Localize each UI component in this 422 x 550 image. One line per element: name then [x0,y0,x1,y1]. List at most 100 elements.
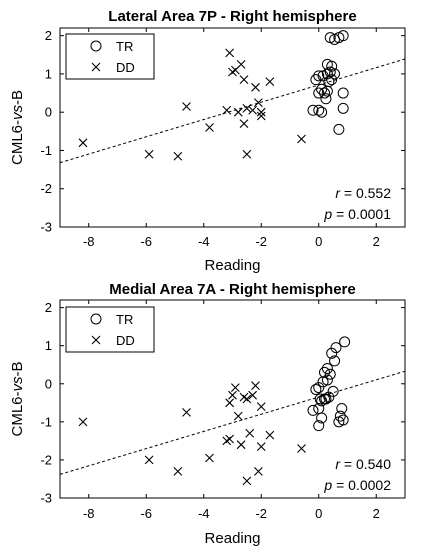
data-point-tr [321,363,333,375]
data-point-tr [313,104,325,116]
data-point-dd [228,67,237,77]
x-tick-label: 0 [315,506,322,521]
data-point-dd [245,428,255,438]
legend-label: DD [116,60,135,75]
data-point-dd [248,390,258,400]
data-point-dd [225,398,235,408]
data-point-tr [313,87,325,99]
data-point-dd [230,383,240,392]
y-axis-label: CML6-vs-B [9,361,26,436]
data-point-dd [228,390,237,400]
plot-frame [59,27,406,228]
data-point-dd [265,430,275,440]
y-tick-label: 0 [45,376,52,391]
data-point-tr [339,336,351,348]
x-tick-label: 2 [373,506,380,521]
data-point-dd [78,417,88,427]
data-point-tr [326,74,338,86]
plot-frame [59,299,406,499]
y-axis-label-part: CML6- [9,391,26,436]
x-tick-label: -4 [198,234,210,249]
legend-marker-x [91,62,101,72]
data-point-dd [242,103,252,113]
data-point-dd [205,453,214,463]
data-point-tr [337,30,349,42]
data-point-dd [225,48,235,58]
legend-marker-circle [90,40,102,52]
data-point-dd [233,411,243,421]
data-point-dd [256,107,266,117]
x-tick-label: -6 [140,506,152,521]
data-point-dd [173,466,183,476]
legend-label: TR [116,312,133,327]
x-tick-label: -8 [83,234,95,249]
stat-p: p = 0.0002 [323,477,391,493]
data-point-dd [248,105,258,115]
legend-label: TR [116,39,133,54]
chart-panel-1: Lateral Area 7P - Right hemisphere -8 -6 -4… [9,8,406,274]
data-point-tr [337,414,349,426]
data-point-tr [307,104,319,116]
stat-r: r = 0.552 [335,185,391,201]
data-point-tr [321,85,333,97]
chart-title: Medial Area 7A - Right hemisphere [109,281,355,298]
data-point-dd [265,77,275,86]
data-point-tr [316,106,328,118]
data-point-dd [173,151,183,161]
data-point-tr [313,382,325,394]
legend-label: DD [116,333,135,348]
data-point-tr [329,355,341,367]
data-point-dd [253,98,263,108]
data-point-dd [242,149,252,159]
legend-box [65,306,155,353]
x-axis-label: Reading [205,257,261,274]
data-point-tr [337,87,349,99]
data-point-tr [329,68,341,80]
data-point-dd [236,59,246,69]
legend: TR DD [65,306,155,353]
legend-box [65,33,155,80]
data-point-dd [251,82,260,92]
stat-r: r = 0.540 [335,456,391,472]
x-tick-label: 0 [315,234,322,249]
data-point-tr [334,410,346,422]
data-point-dd [239,75,249,85]
y-tick-label: -1 [40,143,52,158]
data-point-tr [333,123,345,135]
y-tick-label: 2 [45,300,52,315]
data-point-tr [324,368,336,380]
y-tick-label: -3 [40,220,52,235]
data-point-tr [319,87,330,99]
data-point-dd [233,107,243,117]
data-point-dd [253,466,263,476]
data-point-tr [320,93,332,105]
data-point-tr [330,342,342,354]
legend-marker-circle [90,313,102,325]
data-point-dd [236,440,246,450]
legend: TR DD [65,33,155,80]
data-point-dd [256,442,266,451]
data-point-dd [256,111,266,121]
data-point-dd [239,392,249,402]
y-tick-label: -2 [40,452,52,467]
data-point-tr [327,385,339,397]
data-point-tr [316,412,328,424]
legend-marker-x [91,335,101,345]
y-tick-label: 1 [45,66,52,81]
data-point-dd [222,105,232,115]
data-point-tr [326,347,338,359]
data-point-tr [337,102,349,114]
data-point-tr [310,74,322,86]
y-axis-label-part: -B [9,361,26,376]
data-point-dd [239,119,249,129]
data-point-dd [242,476,252,486]
data-point-dd [144,149,154,159]
data-point-tr [317,376,329,388]
data-point-dd [182,407,191,417]
data-point-dd [144,455,154,465]
x-tick-label: 2 [373,234,380,249]
data-point-dd [182,102,191,111]
x-tick-label: -4 [198,506,210,521]
y-tick-label: -1 [40,414,52,429]
